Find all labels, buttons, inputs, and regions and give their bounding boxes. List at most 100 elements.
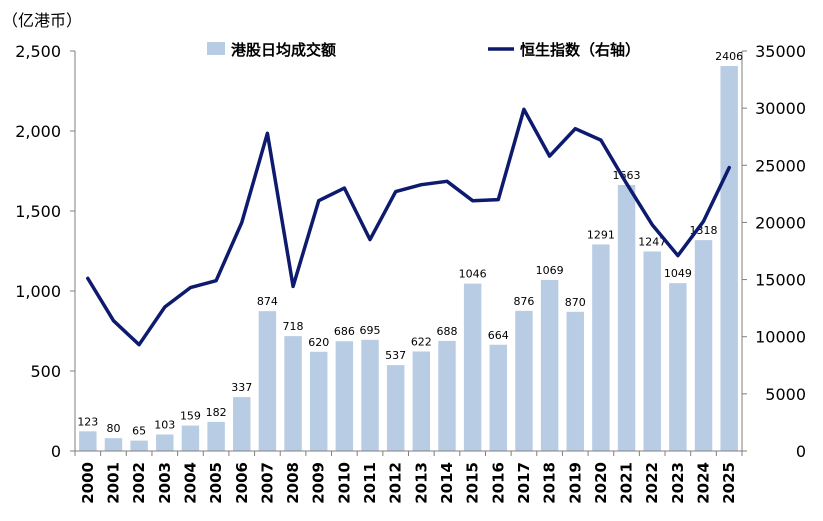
bar-data-label: 1069 [536, 264, 564, 277]
bar [335, 341, 354, 451]
x-axis-tick-label: 2008 [284, 462, 302, 504]
bar-data-label: 1247 [638, 235, 666, 248]
bar-data-label: 688 [436, 325, 457, 338]
left-axis: 0 500 1,000 1,500 2,000 2,500 [15, 42, 76, 461]
bar [643, 251, 661, 451]
bar-data-label: 1049 [664, 267, 692, 280]
hsi-line [86, 107, 731, 347]
x-axis-tick-label: 2009 [310, 462, 328, 504]
bar [386, 365, 405, 451]
right-axis-tick-label: 10000 [755, 328, 806, 347]
bar-data-label: 123 [77, 415, 98, 428]
x-axis-tick-label: 2002 [130, 462, 148, 504]
left-axis-tick-label: 1,000 [15, 282, 61, 301]
bar-data-label: 622 [411, 335, 432, 348]
bar [104, 438, 123, 451]
x-axis-tick-label: 2010 [335, 462, 353, 504]
bar [284, 336, 302, 451]
left-axis-tick-label: 2,000 [15, 122, 61, 141]
x-axis: 2000 2001 2002 2003 2004 2005 2006 2007 2008 2009… [74, 450, 743, 504]
bar [515, 310, 533, 451]
x-axis-tick-label: 2025 [720, 462, 738, 504]
right-axis-tick-label: 35000 [755, 42, 806, 61]
x-axis-tick-label: 2011 [361, 462, 379, 504]
bar [412, 351, 431, 451]
bar-data-label: 1663 [613, 169, 641, 182]
bar-data-label: 620 [308, 336, 329, 349]
bar-data-label: 103 [154, 419, 175, 432]
bar [130, 440, 148, 451]
bar [463, 283, 482, 451]
bar-data-label: 1318 [690, 224, 718, 237]
bar [181, 425, 200, 451]
x-axis-tick-label: 2005 [207, 462, 225, 504]
x-axis-tick-label: 2023 [669, 462, 687, 504]
right-axis-tick-label: 20000 [755, 213, 806, 232]
right-axis-tick-label: 30000 [755, 99, 806, 118]
right-axis-tick-label: 15000 [755, 271, 806, 290]
bar-data-label: 664 [488, 329, 509, 342]
bar [694, 240, 713, 451]
bar-data-label: 718 [283, 320, 304, 333]
x-axis-tick-label: 2021 [618, 462, 636, 504]
bar-data-labels: 123 80 65 103 159 182 337 874 718 620 686 695 537 622… [77, 50, 743, 438]
x-axis-tick-label: 2000 [79, 462, 97, 504]
bar [720, 66, 738, 451]
bar [540, 279, 559, 451]
bar-series [79, 66, 738, 452]
legend-line-label: 恒生指数（右轴） [520, 41, 640, 59]
x-axis-tick-label: 2013 [412, 462, 430, 504]
left-axis-tick-label: 1,500 [15, 202, 61, 221]
bar-data-label: 876 [513, 295, 534, 308]
x-axis-tick-label: 2019 [566, 462, 584, 504]
bar-data-label: 182 [206, 406, 227, 419]
left-axis-tick-label: 2,500 [15, 42, 61, 61]
x-axis-tick-label: 2004 [181, 462, 199, 504]
bar-data-label: 695 [360, 324, 381, 337]
right-axis-tick-label: 5000 [765, 385, 806, 404]
bar-data-label: 337 [231, 381, 252, 394]
x-axis-tick-label: 2024 [695, 462, 713, 504]
bar-data-label: 80 [106, 422, 120, 435]
x-axis-tick-label: 2001 [104, 462, 122, 504]
bar [669, 283, 687, 451]
bar [258, 311, 277, 451]
bar [309, 351, 328, 451]
right-axis-tick-label: 25000 [755, 156, 806, 175]
bar-data-label: 1291 [587, 228, 615, 241]
right-axis-tick-label: 0 [796, 442, 806, 461]
bar [79, 431, 97, 451]
bar [361, 339, 379, 451]
x-axis-tick-label: 2015 [464, 462, 482, 504]
bar [207, 421, 225, 451]
x-axis-tick-label: 2014 [438, 462, 456, 504]
x-axis-tick-label: 2018 [541, 462, 559, 504]
bar [233, 397, 251, 451]
bar [592, 244, 610, 451]
bar-data-label: 686 [334, 325, 355, 338]
left-axis-tick-label: 0 [51, 442, 61, 461]
right-axis: 0 5000 10000 15000 20000 25000 30000 35000 [741, 42, 806, 461]
x-axis-tick-label: 2007 [258, 462, 276, 504]
bar [156, 434, 174, 451]
bar-data-label: 1046 [459, 268, 487, 281]
bar [489, 344, 508, 451]
bar [617, 184, 636, 452]
legend-bar-swatch [207, 42, 225, 55]
bar-data-label: 537 [385, 349, 406, 362]
legend-bar-label: 港股日均成交额 [231, 41, 336, 59]
left-axis-tick-label: 500 [30, 362, 61, 381]
x-axis-tick-label: 2022 [643, 462, 661, 504]
bar-data-label: 65 [132, 425, 146, 438]
left-axis-unit: （亿港币） [2, 11, 82, 30]
bar-data-label: 870 [565, 296, 586, 309]
bar-data-label: 2406 [715, 50, 743, 63]
bar [566, 311, 584, 451]
bar-data-label: 874 [257, 295, 278, 308]
line-series [86, 107, 731, 347]
x-axis-tick-label: 2020 [592, 462, 610, 504]
x-axis-tick-label: 2017 [515, 462, 533, 504]
x-axis-tick-label: 2006 [233, 462, 251, 504]
x-axis-tick-label: 2012 [387, 462, 405, 504]
